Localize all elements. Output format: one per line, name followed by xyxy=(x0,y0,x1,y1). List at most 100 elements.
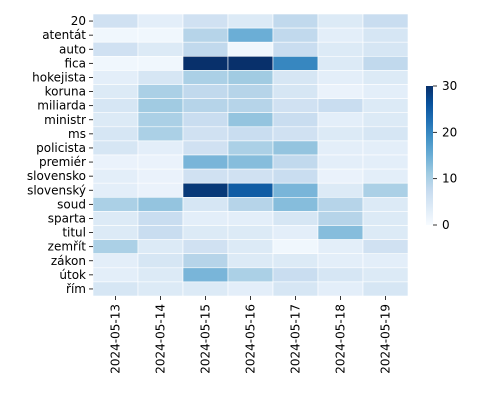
heatmap-cell xyxy=(317,225,364,240)
heatmap-cell xyxy=(272,140,319,156)
heatmap-cell xyxy=(272,211,319,226)
heatmap-cell xyxy=(227,267,274,283)
heatmap-cell xyxy=(92,41,139,57)
heatmap-cell xyxy=(317,55,364,71)
heatmap-cell xyxy=(137,112,184,128)
heatmap-cell xyxy=(362,253,409,269)
heatmap-cell xyxy=(92,182,139,198)
heatmap-cell xyxy=(362,197,409,212)
y-tick-label: auto xyxy=(59,42,86,56)
heatmap-cell xyxy=(317,41,364,57)
heatmap-cell xyxy=(137,70,184,85)
heatmap-cell xyxy=(137,281,184,297)
heatmap-cell xyxy=(362,98,409,113)
heatmap-cell xyxy=(182,182,229,198)
heatmap-cell xyxy=(362,225,409,240)
heatmap-cell xyxy=(182,84,229,99)
y-tick-label: ms xyxy=(68,127,86,141)
y-tick-label: fica xyxy=(64,56,86,70)
heatmap-cell xyxy=(182,197,229,212)
y-tick-label: slovenský xyxy=(27,183,86,197)
heatmap-cell xyxy=(317,13,364,29)
heatmap-cell xyxy=(137,55,184,71)
heatmap-cell xyxy=(137,225,184,240)
heatmap-cell xyxy=(227,281,274,297)
heatmap-cell xyxy=(92,281,139,297)
heatmap-cell xyxy=(227,112,274,128)
heatmap-cell xyxy=(272,182,319,198)
heatmap-cell xyxy=(182,253,229,269)
heatmap-cell xyxy=(227,41,274,57)
heatmap-cell xyxy=(362,239,409,255)
x-tick-label: 2024-05-15 xyxy=(199,304,213,374)
heatmap-cell xyxy=(92,55,139,71)
heatmap-cell xyxy=(362,41,409,57)
heatmap-cell xyxy=(182,225,229,240)
heatmap-cell xyxy=(92,168,139,184)
heatmap-cell xyxy=(137,253,184,269)
heatmap-cell xyxy=(92,140,139,156)
heatmap-cell xyxy=(272,154,319,170)
x-tick-label: 2024-05-14 xyxy=(154,304,168,374)
y-tick-label: zemřít xyxy=(48,240,87,254)
heatmap-cell xyxy=(182,211,229,226)
heatmap-cell xyxy=(362,126,409,142)
heatmap-cell xyxy=(272,197,319,212)
heatmap-cell xyxy=(362,154,409,170)
heatmap-cell xyxy=(92,13,139,29)
heatmap-cell xyxy=(92,267,139,283)
heatmap-cell xyxy=(137,197,184,212)
y-tick-label: titul xyxy=(62,226,86,240)
heatmap-cell xyxy=(182,281,229,297)
heatmap-cell xyxy=(137,140,184,156)
heatmap-cell xyxy=(137,98,184,113)
x-tick-label: 2024-05-13 xyxy=(109,304,123,374)
heatmap-cell xyxy=(137,126,184,142)
heatmap-cell xyxy=(182,140,229,156)
heatmap-cell xyxy=(272,225,319,240)
heatmap-cell xyxy=(227,84,274,99)
heatmap-cell xyxy=(272,267,319,283)
heatmap-cell xyxy=(317,112,364,128)
heatmap-cell xyxy=(317,27,364,43)
heatmap-cell xyxy=(317,126,364,142)
heatmap-cell xyxy=(227,154,274,170)
y-tick-label: miliarda xyxy=(37,99,86,113)
heatmap-cell xyxy=(92,98,139,113)
heatmap-cell xyxy=(272,13,319,29)
y-tick-label: policista xyxy=(36,141,86,155)
heatmap-cell xyxy=(227,126,274,142)
heatmap-cell xyxy=(362,211,409,226)
heatmap-cell xyxy=(317,239,364,255)
heatmap-cell xyxy=(317,98,364,113)
heatmap-cell xyxy=(317,211,364,226)
heatmap-cell xyxy=(137,182,184,198)
x-axis-ticks: 2024-05-13 2024-05-14 2024-05-15 2024-05-16… xyxy=(109,296,393,374)
heatmap-cell xyxy=(272,126,319,142)
heatmap-cell xyxy=(182,55,229,71)
heatmap-cell xyxy=(272,253,319,269)
heatmap-cell xyxy=(227,197,274,212)
heatmap-cell xyxy=(362,13,409,29)
heatmap-cell xyxy=(362,112,409,128)
heatmap-cell xyxy=(182,98,229,113)
heatmap-cell xyxy=(182,168,229,184)
heatmap-cell xyxy=(182,112,229,128)
heatmap-cell xyxy=(92,197,139,212)
heatmap-cell xyxy=(227,182,274,198)
y-tick-label: řím xyxy=(66,282,86,296)
heatmap-cell xyxy=(317,168,364,184)
heatmap-cell xyxy=(137,267,184,283)
heatmap-cell xyxy=(137,84,184,99)
heatmap-cell xyxy=(317,253,364,269)
heatmap-cell xyxy=(92,239,139,255)
heatmap-cell xyxy=(362,27,409,43)
heatmap-cell xyxy=(182,70,229,85)
heatmap-cell xyxy=(182,239,229,255)
heatmap-cell xyxy=(137,239,184,255)
colorbar-tick-label: 10 xyxy=(442,172,457,186)
heatmap-cell xyxy=(227,168,274,184)
y-tick-label: premiér xyxy=(39,155,86,169)
heatmap-cell xyxy=(362,84,409,99)
